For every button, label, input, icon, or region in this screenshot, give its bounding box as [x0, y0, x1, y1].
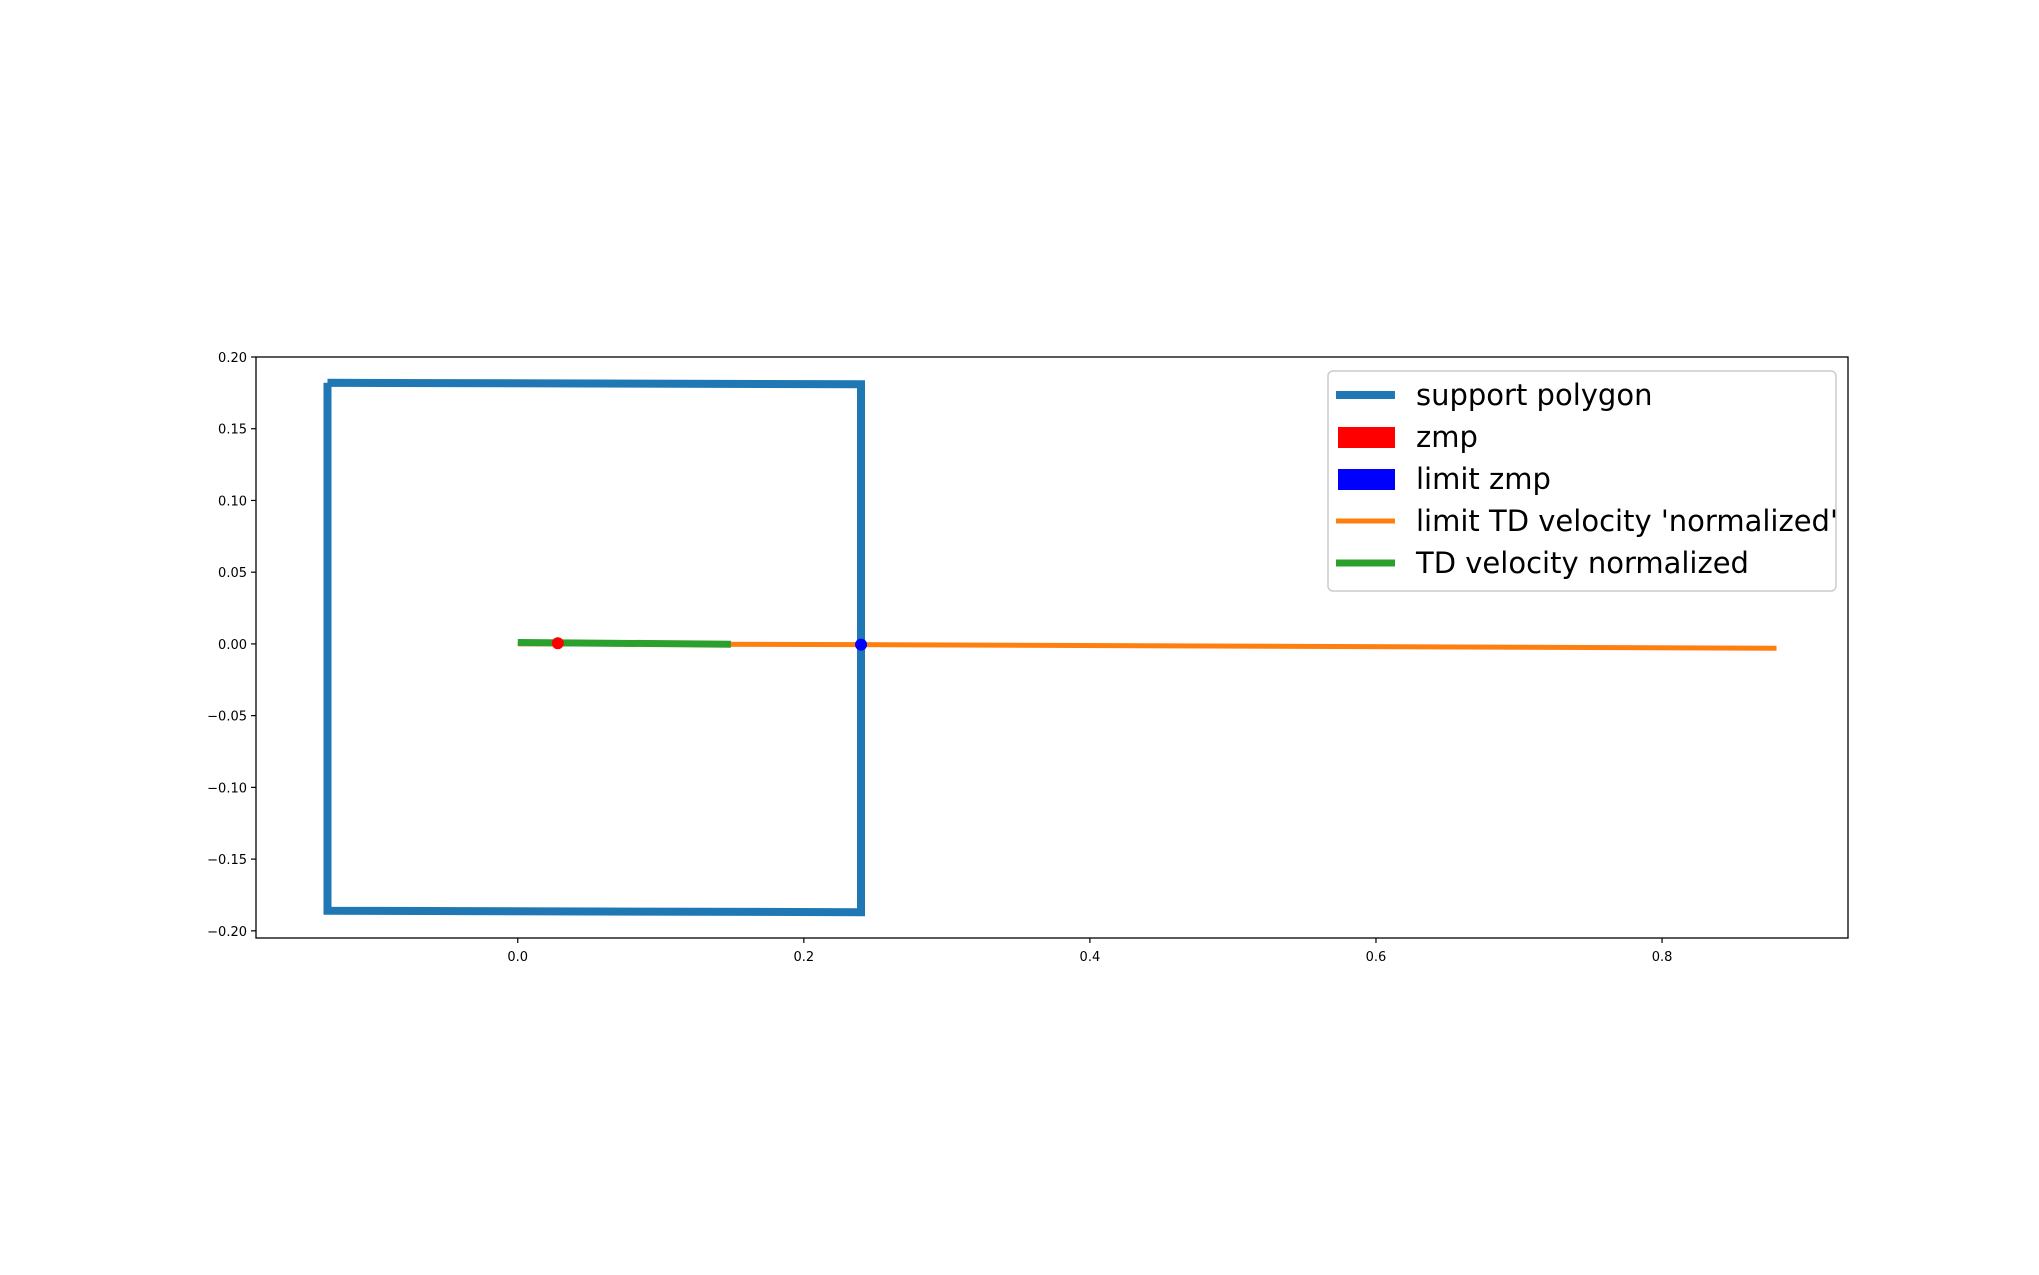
y-tick-label: 0.05: [218, 566, 247, 581]
legend-label-td-velocity-normalized: TD velocity normalized: [1415, 546, 1749, 580]
axes-frame: [255, 356, 1849, 939]
legend-label-limit-zmp: limit zmp: [1416, 462, 1551, 496]
y-tick-label: −0.20: [207, 925, 247, 940]
series-limit-zmp-point: [855, 638, 868, 651]
x-tick-label: 0.4: [1080, 950, 1101, 965]
legend-swatch-zmp: [1338, 427, 1395, 448]
plot-area: [323, 378, 1777, 917]
legend-frame: [1327, 370, 1837, 592]
y-axis: 0.20 0.15 0.10 0.05 0.00 −0.05 −0.10 −0.15 −0.20: [207, 351, 256, 940]
series-td-velocity-normalized-line: [517, 639, 731, 648]
legend-label-limit-td-velocity-normalized: limit TD velocity 'normalized': [1416, 504, 1838, 538]
legend-label-zmp: zmp: [1416, 420, 1478, 454]
legend-label-support-polygon: support polygon: [1416, 378, 1652, 412]
x-tick-label: 0.0: [507, 950, 528, 965]
series-zmp-point: [551, 637, 564, 650]
x-tick-label: 0.8: [1652, 950, 1673, 965]
y-tick-label: 0.00: [218, 638, 247, 653]
legend: support polygon zmp limit zmp limit TD velo…: [1327, 370, 1838, 592]
y-tick-label: 0.20: [218, 351, 247, 366]
legend-swatch-limit-zmp: [1338, 469, 1395, 490]
y-tick-label: 0.15: [218, 423, 247, 438]
y-tick-label: −0.05: [207, 710, 247, 725]
x-axis: 0.0 0.2 0.4 0.6 0.8: [507, 938, 1672, 965]
y-tick-label: 0.10: [218, 494, 247, 509]
y-tick-label: −0.15: [207, 853, 247, 868]
series-support-polygon-line: [323, 378, 865, 917]
x-tick-label: 0.6: [1366, 950, 1387, 965]
y-tick-label: −0.10: [207, 781, 247, 796]
x-tick-label: 0.2: [793, 950, 814, 965]
